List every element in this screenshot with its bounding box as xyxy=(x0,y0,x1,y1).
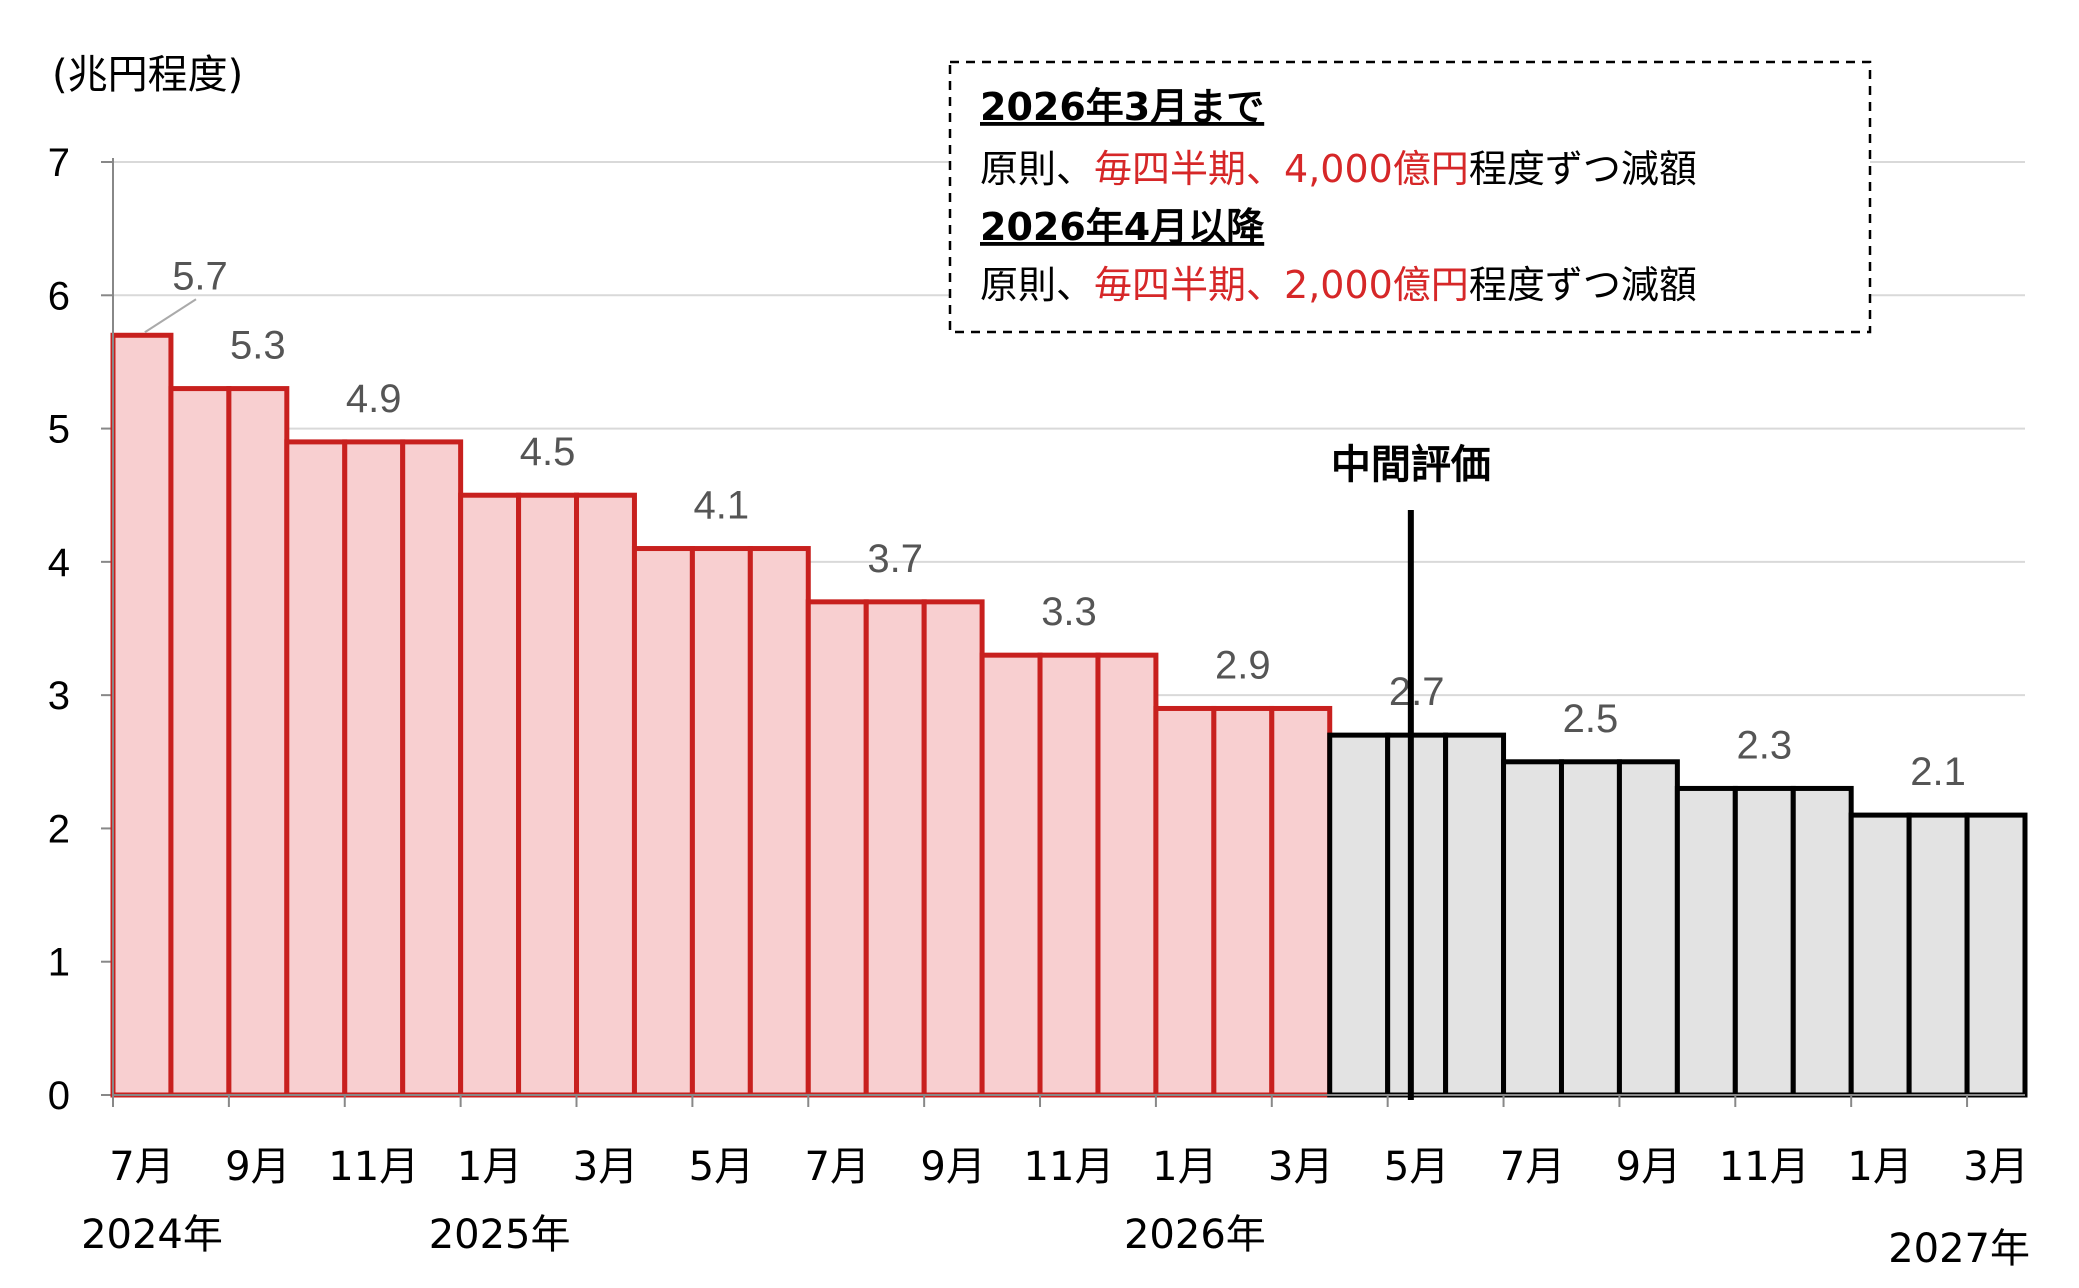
x-tick-label: 7月 xyxy=(805,1144,870,1190)
x-tick-label: 9月 xyxy=(225,1144,290,1190)
bar-gray xyxy=(1848,812,1912,1098)
bar-gray xyxy=(1732,785,1796,1098)
x-tick-label: 5月 xyxy=(1384,1144,1449,1190)
x-tick-label: 7月 xyxy=(1500,1144,1565,1190)
bar-red xyxy=(863,599,927,1098)
value-labels: 5.75.3 4.9 4.5 4.1 3.7 3.3 2.9 2.7 2.5 2.3 2.1 xyxy=(144,254,1966,794)
bar-red xyxy=(1211,705,1275,1098)
bar-red xyxy=(1269,705,1333,1098)
bar-red xyxy=(979,652,1043,1098)
bar-red xyxy=(631,546,695,1098)
bars xyxy=(110,332,2028,1098)
annotation-line-2-post: 程度ずつ減額 xyxy=(1469,263,1697,307)
bar-gray xyxy=(1501,759,1564,1098)
annotation-line-1-pre: 原則、 xyxy=(980,147,1094,191)
annotation-border xyxy=(948,60,1872,334)
y-tick-label: 7 xyxy=(48,141,70,185)
y-tick-label: 3 xyxy=(48,674,70,718)
x-year-label: 2024年 xyxy=(81,1212,223,1258)
annotation-box: 2026年3月まで 原則、毎四半期、4,000億円程度ずつ減額 2026年4月以… xyxy=(948,60,1872,334)
x-tick-label: 1月 xyxy=(1847,1144,1912,1190)
x-tick-label: 5月 xyxy=(689,1144,754,1190)
value-label: 3.7 xyxy=(867,537,923,581)
bar-gray xyxy=(1964,812,2028,1098)
bar-red xyxy=(574,492,637,1098)
bar-gray xyxy=(1674,785,1738,1098)
bar-red xyxy=(689,546,753,1098)
annotation-line-1: 原則、毎四半期、4,000億円程度ずつ減額 xyxy=(980,147,1697,191)
bar-red xyxy=(747,546,811,1098)
value-label: 5.7 xyxy=(172,254,228,298)
value-label: 2.1 xyxy=(1910,750,1966,794)
value-label: 2.5 xyxy=(1563,697,1619,741)
y-tick-label: 4 xyxy=(48,541,70,585)
value-label: 4.5 xyxy=(520,430,576,474)
midterm-marker: 中間評価 xyxy=(1331,442,1491,1100)
annotation-heading-1: 2026年3月まで xyxy=(980,85,1264,129)
midterm-label: 中間評価 xyxy=(1331,442,1491,488)
value-label: 5.3 xyxy=(230,324,286,368)
bar-gray xyxy=(1906,812,1970,1098)
x-year-label: 2027年 xyxy=(1888,1226,2030,1272)
x-year-label: 2026年 xyxy=(1124,1212,1266,1258)
annotation-line-2-red: 毎四半期、2,000億円 xyxy=(1094,263,1469,307)
bar-gray xyxy=(1327,732,1391,1098)
annotation-line-2: 原則、毎四半期、2,000億円程度ずつ減額 xyxy=(980,263,1697,307)
bar-red xyxy=(110,332,174,1098)
bar-gray xyxy=(1790,785,1854,1098)
value-label: 2.9 xyxy=(1215,643,1271,687)
value-label: 4.1 xyxy=(694,484,750,528)
bar-red xyxy=(400,439,464,1098)
annotation-line-1-red: 毎四半期、4,000億円 xyxy=(1094,147,1469,191)
x-tick-label: 9月 xyxy=(920,1144,985,1190)
bar-gray xyxy=(1385,732,1449,1098)
x-tick-label: 7月 xyxy=(109,1144,174,1190)
bar-red xyxy=(284,439,348,1098)
y-tick-label: 0 xyxy=(48,1074,70,1118)
bar-red xyxy=(805,599,869,1098)
x-tick-label: 1月 xyxy=(457,1144,522,1190)
y-tick-label: 6 xyxy=(48,274,70,318)
x-tick-label: 1月 xyxy=(1152,1144,1217,1190)
bar-red xyxy=(1037,652,1101,1098)
x-tick-label: 11月 xyxy=(1719,1144,1810,1190)
y-axis-unit-label: (兆円程度) xyxy=(52,52,243,98)
value-label: 2.7 xyxy=(1389,670,1445,714)
value-label: 3.3 xyxy=(1041,590,1097,634)
value-label: 2.3 xyxy=(1736,723,1792,767)
x-tick-label: 3月 xyxy=(1268,1144,1333,1190)
bar-gray xyxy=(1558,759,1622,1098)
bar-red xyxy=(342,439,406,1098)
bar-red xyxy=(458,492,522,1098)
y-tick-label: 2 xyxy=(48,807,70,851)
y-tick-label: 5 xyxy=(48,408,70,452)
bar-red xyxy=(226,386,290,1098)
bar-red xyxy=(516,492,580,1098)
axes xyxy=(112,158,2025,1107)
y-tick-label: 1 xyxy=(48,941,70,985)
annotation-line-1-post: 程度ずつ減額 xyxy=(1469,147,1697,191)
x-tick-label: 11月 xyxy=(1024,1144,1115,1190)
bar-gray xyxy=(1443,732,1507,1098)
bar-red xyxy=(921,599,985,1098)
bar-gray xyxy=(1616,759,1680,1098)
value-label: 4.9 xyxy=(346,377,402,421)
annotation-line-2-pre: 原則、 xyxy=(980,263,1094,307)
x-tick-label: 11月 xyxy=(328,1144,419,1190)
bar-red xyxy=(1095,652,1159,1098)
x-tick-label: 9月 xyxy=(1616,1144,1681,1190)
bar-red xyxy=(1153,705,1217,1098)
x-tick-label: 3月 xyxy=(1963,1144,2028,1190)
value-label-leader xyxy=(144,298,197,334)
x-tick-label: 3月 xyxy=(573,1144,638,1190)
x-year-label: 2025年 xyxy=(429,1212,571,1258)
annotation-heading-2: 2026年4月以降 xyxy=(980,205,1264,249)
bar-red xyxy=(168,386,232,1098)
